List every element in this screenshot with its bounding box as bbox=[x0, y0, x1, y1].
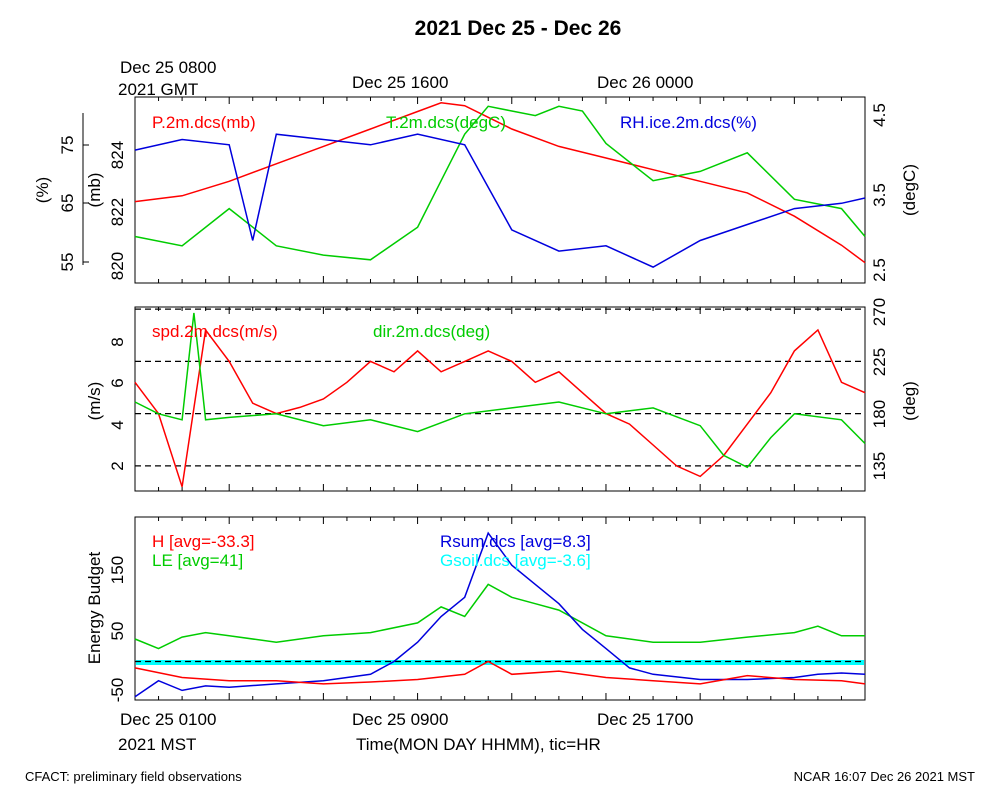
mps-tick-label-4: 4 bbox=[108, 420, 127, 429]
mb-tick-label-820: 820 bbox=[108, 252, 127, 280]
wind-direction-line bbox=[134, 312, 866, 469]
x-axis-title: Time(MON DAY HHMM), tic=HR bbox=[356, 735, 601, 754]
degc-tick-label-2.5: 2.5 bbox=[870, 258, 889, 282]
legend-pressure: P.2m.dcs(mb) bbox=[152, 113, 256, 132]
energy-tick-label-150: 150 bbox=[108, 556, 127, 584]
footer-right: NCAR 16:07 Dec 26 2021 MST bbox=[794, 769, 975, 784]
energy-tick-label--50: -50 bbox=[108, 678, 127, 703]
legend-rh: RH.ice.2m.dcs(%) bbox=[620, 113, 757, 132]
le-line bbox=[134, 583, 865, 650]
pct-tick-label-65: 65 bbox=[58, 194, 77, 213]
panel2-series bbox=[134, 312, 866, 488]
legend-le: LE [avg=41] bbox=[152, 551, 243, 570]
panel3-frame bbox=[134, 516, 866, 701]
footer-left: CFACT: preliminary field observations bbox=[25, 769, 242, 784]
bottom-axis-label-1a: Dec 25 0100 bbox=[120, 710, 216, 729]
mps-tick-label-2: 2 bbox=[108, 461, 127, 470]
mb-axis-label: (mb) bbox=[85, 173, 104, 208]
deg-axis-label: (deg) bbox=[900, 381, 919, 421]
panel3-ticks bbox=[134, 517, 866, 700]
panel1-series bbox=[134, 102, 866, 268]
panel1-ticks bbox=[134, 97, 866, 283]
gsoil-band bbox=[136, 660, 864, 665]
pressure-line bbox=[134, 102, 866, 264]
deg-tick-label-225: 225 bbox=[870, 348, 889, 376]
legend-speed: spd.2m.dcs(m/s) bbox=[152, 322, 278, 341]
panel-weather: Dec 25 0800 2021 GMT Dec 25 1600 Dec 26 … bbox=[33, 58, 919, 284]
deg-tick-label-180: 180 bbox=[870, 400, 889, 428]
chart-title: 2021 Dec 25 - Dec 26 bbox=[415, 17, 622, 40]
degc-axis-label: (degC) bbox=[900, 164, 919, 216]
wind-speed-line bbox=[134, 328, 866, 488]
panel-wind: 8 6 4 2 (m/s) 270 225 180 135 (deg) spd.… bbox=[85, 298, 919, 492]
top-axis-label-1b: 2021 GMT bbox=[118, 80, 198, 99]
top-axis-label-2: Dec 25 1600 bbox=[352, 73, 448, 92]
panel-energy: 150 50 -50 Energy Budget H [avg=-33.3] L… bbox=[85, 516, 866, 754]
energy-axis-label: Energy Budget bbox=[85, 551, 104, 664]
mps-axis-label: (m/s) bbox=[85, 382, 104, 421]
degc-tick-label-3.5: 3.5 bbox=[870, 183, 889, 207]
panel2-frame bbox=[134, 306, 866, 492]
mps-tick-label-6: 6 bbox=[108, 378, 127, 387]
top-axis-label-1a: Dec 25 0800 bbox=[120, 58, 216, 77]
rsum-line bbox=[134, 531, 866, 698]
degc-tick-label-4.5: 4.5 bbox=[870, 103, 889, 127]
pct-axis-label: (%) bbox=[33, 177, 52, 203]
deg-tick-label-270: 270 bbox=[870, 298, 889, 326]
bottom-axis-label-3: Dec 25 1700 bbox=[597, 710, 693, 729]
mb-tick-label-824: 824 bbox=[108, 141, 127, 169]
temperature-line bbox=[134, 105, 866, 261]
pct-tick-label-75: 75 bbox=[58, 136, 77, 155]
mps-tick-label-8: 8 bbox=[108, 337, 127, 346]
panel2-reflines bbox=[135, 308, 865, 467]
legend-rsum: Rsum.dcs [avg=8.3] bbox=[440, 532, 591, 551]
rh-line bbox=[134, 133, 866, 268]
h-line bbox=[134, 660, 866, 685]
panel1-frame bbox=[134, 96, 866, 284]
legend-direction: dir.2m.dcs(deg) bbox=[373, 322, 490, 341]
legend-temperature: T.2m.dcs(degC) bbox=[386, 113, 506, 132]
panel3-series bbox=[134, 531, 866, 698]
bottom-axis-label-1b: 2021 MST bbox=[118, 735, 196, 754]
top-axis-label-3: Dec 26 0000 bbox=[597, 73, 693, 92]
energy-tick-label-50: 50 bbox=[108, 622, 127, 641]
bottom-axis-label-2: Dec 25 0900 bbox=[352, 710, 448, 729]
legend-gsoil: Gsoil.dcs [avg=-3.6] bbox=[440, 551, 591, 570]
legend-h: H [avg=-33.3] bbox=[152, 532, 255, 551]
deg-tick-label-135: 135 bbox=[870, 452, 889, 480]
pct-tick-label-55: 55 bbox=[58, 253, 77, 272]
mb-tick-label-822: 822 bbox=[108, 198, 127, 226]
panel2-ticks bbox=[134, 307, 866, 491]
